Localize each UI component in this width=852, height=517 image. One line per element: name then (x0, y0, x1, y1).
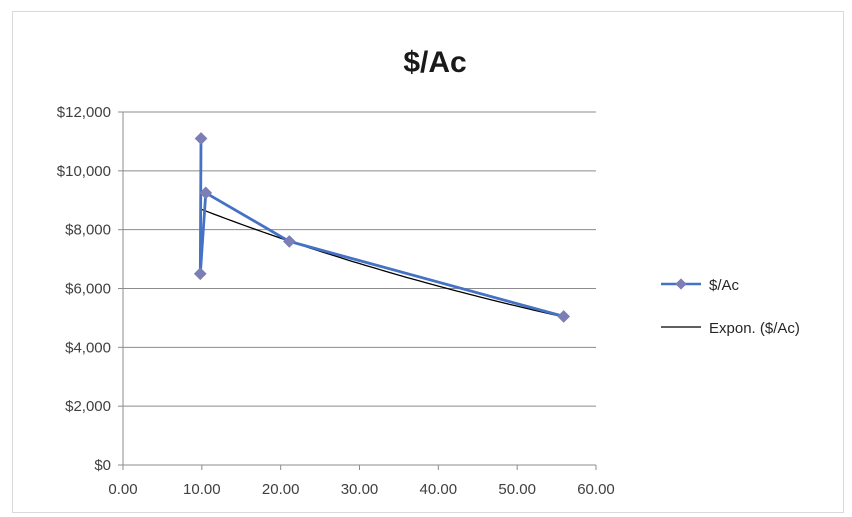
legend-item-series: $/Ac (661, 277, 740, 294)
y-tick-labels: $0 $2,000 $4,000 $6,000 $8,000 $10,000 $12,000 (57, 104, 111, 474)
y-tick-label-2: $4,000 (65, 339, 111, 356)
chart-title: $/Ac (403, 46, 466, 79)
x-tick-label-4: 40.00 (420, 481, 458, 498)
y-tick-label-5: $10,000 (57, 163, 111, 180)
y-tick-label-4: $8,000 (65, 222, 111, 239)
x-tick-label-0: 0.00 (108, 481, 137, 498)
chart-frame (12, 11, 844, 513)
x-tick-label-5: 50.00 (498, 481, 536, 498)
x-tick-labels: 0.00 10.00 20.00 30.00 40.00 50.00 60.00 (108, 481, 614, 498)
data-point-0 (194, 132, 208, 145)
data-point-3 (282, 235, 296, 248)
x-tick-label-1: 10.00 (183, 481, 221, 498)
gridlines (123, 111, 596, 407)
trendline (201, 208, 565, 318)
legend-label-trendline: Expon. ($/Ac) (709, 320, 800, 337)
series-line (198, 138, 565, 318)
x-tick-label-6: 60.00 (577, 481, 615, 498)
y-tick-label-3: $6,000 (65, 281, 111, 298)
legend-item-trendline: Expon. ($/Ac) (661, 320, 800, 337)
x-tick-label-3: 30.00 (341, 481, 379, 498)
series-layer (193, 132, 571, 323)
data-point-4 (557, 310, 571, 323)
data-point-1 (193, 267, 207, 281)
y-tick-label-0: $0 (94, 457, 111, 474)
y-tick-label-6: $12,000 (57, 104, 111, 121)
legend: $/Ac Expon. ($/Ac) (661, 277, 800, 337)
legend-label-series: $/Ac (709, 277, 740, 294)
axes (118, 111, 597, 470)
x-tick-label-2: 20.00 (262, 481, 300, 498)
y-tick-label-1: $2,000 (65, 398, 111, 415)
data-point-2 (199, 186, 213, 200)
